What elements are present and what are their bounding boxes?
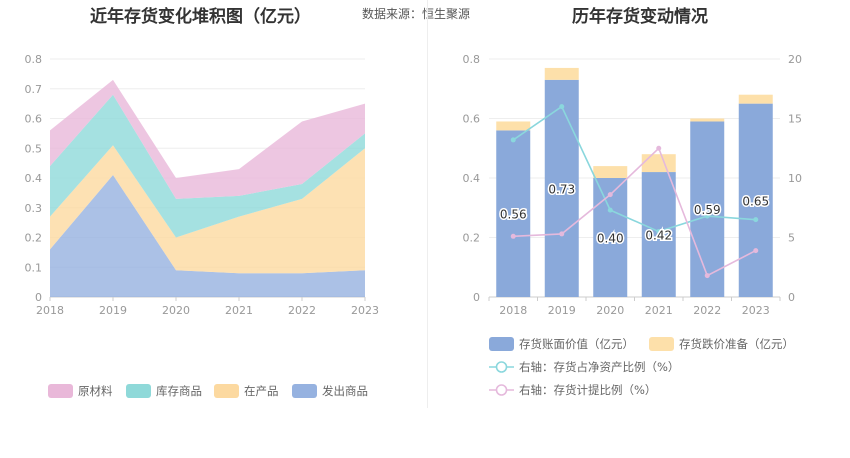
area-series (50, 145, 365, 274)
bar-book-value (496, 130, 531, 297)
line-point (607, 192, 613, 198)
legend-label: 存货账面价值（亿元） (519, 337, 634, 351)
legend-label: 存货跌价准备（亿元） (679, 337, 794, 351)
line-point (510, 233, 516, 239)
x-tick-label: 2022 (288, 304, 316, 317)
bar-value-label: 0.56 (500, 208, 527, 222)
y2-tick-label: 15 (788, 113, 802, 126)
left-chart-title: 近年存货变化堆积图（亿元） (90, 7, 311, 27)
line-point (753, 248, 759, 254)
stacked-area-chart: 0 0.1 0.2 0.3 0.4 0.5 0.6 0.7 0.8 2018 2019 2020 202… (25, 53, 379, 398)
legend-swatch (48, 384, 73, 398)
x-tick-label: 2019 (548, 304, 576, 317)
legend-label: 右轴：存货占净资产比例（%） (519, 360, 679, 374)
bar-provision (738, 94, 773, 104)
y-tick-label: 0.5 (25, 142, 43, 155)
area-series (50, 175, 365, 297)
right-chart-title: 历年存货变动情况 (572, 7, 708, 27)
line-point (559, 104, 565, 110)
bar-provision (593, 166, 628, 178)
line-point (704, 273, 710, 279)
legend-label: 原材料 (78, 384, 113, 398)
x-tick-label: 2021 (645, 304, 673, 317)
legend-marker (495, 384, 508, 396)
y-tick-label: 0.4 (463, 172, 481, 185)
bar-provision (544, 67, 579, 80)
bar-book-value (690, 121, 725, 297)
y-tick-label: 0.2 (25, 232, 43, 245)
y-tick-label: 0.2 (463, 232, 481, 245)
line-series (512, 105, 756, 233)
y2-tick-label: 10 (788, 172, 802, 185)
bar-provision (641, 154, 676, 173)
panel-divider (427, 0, 428, 408)
x-tick-label: 2019 (99, 304, 127, 317)
legend-swatch (489, 337, 514, 351)
x-tick-label: 2021 (225, 304, 253, 317)
bar-value-label: 0.73 (548, 182, 575, 196)
y-tick-label: 0 (473, 291, 480, 304)
bar-book-value (641, 172, 676, 297)
legend-swatch (292, 384, 317, 398)
y-tick-label: 0.8 (463, 53, 481, 66)
bar-book-value (544, 79, 579, 297)
y-tick-label: 0.6 (25, 113, 43, 126)
area-series (50, 94, 365, 238)
line-point (704, 213, 710, 219)
bar-book-value (738, 103, 773, 297)
x-tick-label: 2018 (499, 304, 527, 317)
x-tick-label: 2020 (596, 304, 624, 317)
x-tick-label: 2022 (693, 304, 721, 317)
legend-swatch (649, 337, 674, 351)
line-point (753, 217, 759, 223)
bar-provision (496, 121, 531, 131)
y-tick-label: 0.3 (25, 202, 43, 215)
line-series (513, 146, 757, 277)
y-tick-label: 0.7 (25, 83, 43, 96)
y-tick-label: 0.8 (25, 53, 43, 66)
y-tick-label: 0.6 (463, 113, 481, 126)
bar-value-label: 0.65 (742, 194, 769, 208)
x-tick-label: 2018 (36, 304, 64, 317)
bar-book-value (593, 178, 628, 297)
y-tick-label: 0.4 (25, 172, 43, 185)
line-point (656, 229, 662, 235)
line-point (510, 137, 516, 143)
legend-label: 库存商品 (156, 384, 202, 398)
area-series (50, 79, 365, 199)
legend-label: 右轴：存货计提比例（%） (519, 383, 656, 397)
x-tick-label: 2023 (351, 304, 379, 317)
x-tick-label: 2023 (742, 304, 770, 317)
legend-swatch (214, 384, 239, 398)
bar-provision (690, 118, 725, 122)
legend-marker (495, 361, 508, 373)
bar-value-label: 0.59 (694, 203, 721, 217)
bar-value-label: 0.40 (597, 232, 624, 246)
legend-label: 在产品 (244, 384, 279, 398)
y2-tick-label: 5 (788, 232, 795, 245)
legend-label: 发出商品 (322, 384, 368, 398)
line-point (559, 231, 565, 237)
y-tick-label: 0 (35, 291, 42, 304)
legend-swatch (126, 384, 151, 398)
y2-tick-label: 20 (788, 53, 802, 66)
x-tick-label: 2020 (162, 304, 190, 317)
bar-value-label: 0.42 (645, 229, 672, 243)
y2-tick-label: 0 (788, 291, 795, 304)
line-point (607, 207, 613, 213)
y-tick-label: 0.1 (25, 261, 43, 274)
line-point (656, 145, 662, 151)
data-source: 数据来源：恒生聚源 (362, 7, 471, 21)
